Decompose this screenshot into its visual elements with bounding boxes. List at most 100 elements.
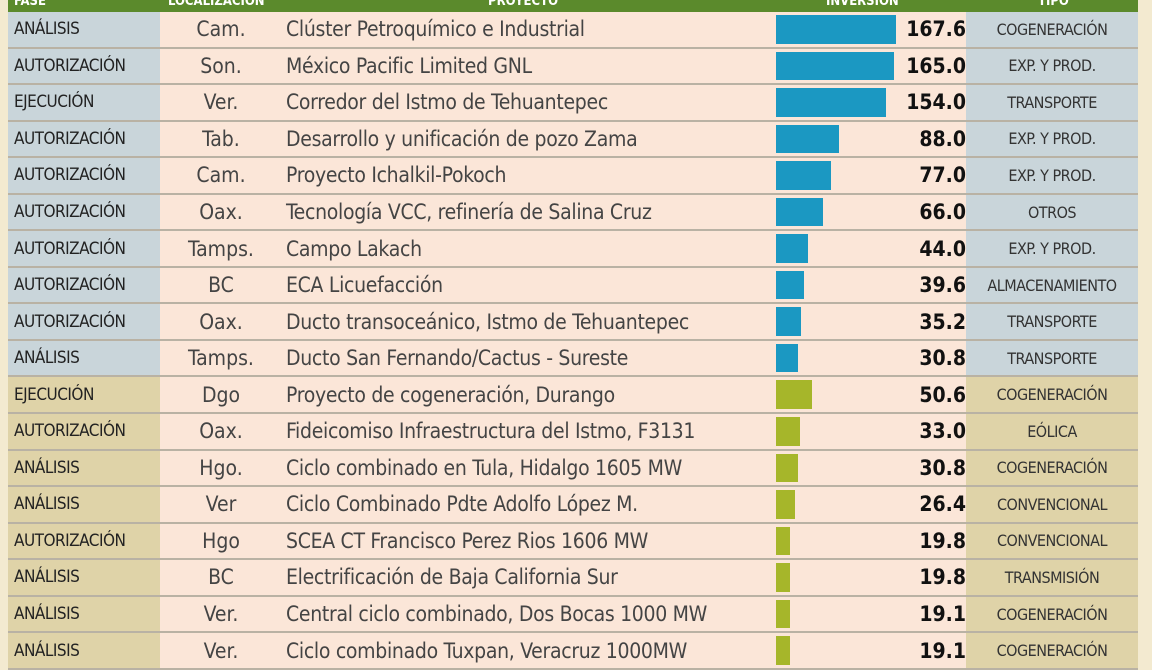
location-cell: Oax.: [199, 419, 243, 444]
table-row: ANÁLISIS Ver Ciclo Combinado Pdte Adolfo L…: [8, 487, 1138, 524]
investment-bar: [776, 526, 791, 556]
fase-cell: ANÁLISIS: [8, 340, 160, 376]
investment-bar: [776, 417, 800, 446]
investment-bar: [776, 563, 791, 592]
investment-bar: [776, 380, 813, 410]
investment-value: 33.0: [919, 419, 966, 444]
investment-value: 77.0: [919, 163, 966, 188]
project-cell: Campo Lakach: [286, 236, 422, 261]
bar-cell: [776, 158, 966, 193]
investment-value: 66.0: [919, 200, 966, 224]
fase-cell: AUTORIZACIÓN: [8, 48, 160, 84]
location-cell: Ver: [205, 492, 237, 517]
type-cell: CONVENCIONAL: [966, 523, 1138, 559]
type-cell: ALMACENAMIENTO: [966, 267, 1138, 303]
type-cell: EÓLICA: [966, 414, 1138, 449]
location-cell: Dgo: [201, 382, 241, 407]
location-cell: Tamps.: [188, 346, 254, 371]
type-cell: TRANSPORTE: [966, 340, 1138, 376]
location-cell: BC: [208, 273, 234, 298]
bar-cell: [776, 414, 966, 449]
investment-value: 88.0: [919, 126, 966, 151]
type-cell: EXP. Y PROD.: [966, 121, 1138, 157]
table-header: FASE LOCALIZACIÓN PROYECTO INVERSIÓN TIP…: [8, 0, 1138, 12]
investment-value: 35.2: [919, 309, 966, 334]
project-cell: ECA Licuefacción: [286, 273, 443, 298]
bar-cell: [776, 195, 966, 230]
table-row: ANÁLISIS Hgo. Ciclo combinado en Tula, Hid…: [8, 450, 1138, 488]
investment-bar: [776, 124, 839, 154]
header-localizacion: LOCALIZACIÓN: [168, 0, 265, 9]
project-cell: Proyecto Ichalkil-Pokoch: [286, 163, 507, 188]
type-cell: EXP. Y PROD.: [966, 231, 1138, 266]
table-row: ANÁLISIS Tamps. Ducto San Fernando/Cactus …: [8, 340, 1138, 378]
fase-cell: AUTORIZACIÓN: [8, 121, 160, 157]
project-cell: Ducto transoceánico, Istmo de Tehuantepe…: [286, 309, 689, 334]
table-row: AUTORIZACIÓN Tab. Desarrollo y unificación…: [8, 121, 1138, 159]
project-cell: Fideicomiso Infraestructura del Istmo, F…: [286, 419, 696, 444]
type-cell: TRANSMISIÓN: [966, 560, 1138, 595]
investment-bar: [776, 51, 895, 81]
bar-cell: [776, 560, 966, 595]
investment-bar: [776, 599, 790, 629]
bar-cell: [776, 451, 966, 486]
type-cell: COGENERACIÓN: [966, 633, 1138, 668]
investment-value: 19.8: [919, 528, 966, 553]
bar-cell: [776, 377, 966, 412]
table-row: AUTORIZACIÓN BC ECA Licuefacción 39.6 ALMACE…: [8, 267, 1138, 305]
table-row: ANÁLISIS Cam. Clúster Petroquímico e Indus…: [8, 12, 1138, 49]
table-row: ANÁLISIS Ver. Ciclo combinado Tuxpan, Vera…: [8, 633, 1138, 670]
investment-bar: [776, 453, 799, 483]
project-table: ANÁLISIS Cam. Clúster Petroquímico e Indus…: [8, 12, 1138, 670]
project-cell: Electrificación de Baja California Sur: [286, 565, 618, 590]
header-inversion: INVERSIÓN: [826, 0, 899, 9]
project-cell: Ciclo combinado Tuxpan, Veracruz 1000MW: [286, 638, 688, 663]
investment-value: 165.0: [906, 53, 966, 78]
investment-value: 26.4: [919, 492, 966, 517]
location-cell: Ver.: [203, 602, 239, 627]
fase-cell: AUTORIZACIÓN: [8, 414, 160, 449]
investment-bar: [776, 88, 887, 117]
bar-cell: [776, 524, 966, 559]
table-row: ANÁLISIS Ver. Central ciclo combinado, Dos…: [8, 596, 1138, 634]
bar-cell: [776, 12, 966, 47]
type-cell: EXP. Y PROD.: [966, 48, 1138, 84]
location-cell: Tab.: [202, 126, 240, 151]
fase-cell: ANÁLISIS: [8, 487, 160, 522]
location-cell: BC: [208, 565, 234, 590]
location-cell: Ver.: [203, 90, 239, 115]
investment-value: 30.8: [919, 346, 966, 371]
type-cell: TRANSPORTE: [966, 304, 1138, 339]
project-cell: Ciclo Combinado Pdte Adolfo López M.: [286, 492, 638, 517]
project-cell: Ciclo combinado en Tula, Hidalgo 1605 MW: [286, 455, 682, 480]
fase-cell: AUTORIZACIÓN: [8, 231, 160, 266]
header-fase: FASE: [14, 0, 46, 9]
investment-bar: [776, 490, 795, 519]
project-cell: Clúster Petroquímico e Industrial: [286, 17, 585, 42]
location-cell: Ver.: [203, 638, 239, 663]
fase-cell: ANÁLISIS: [8, 633, 160, 668]
type-cell: COGENERACIÓN: [966, 450, 1138, 486]
fase-cell: ANÁLISIS: [8, 596, 160, 632]
fase-cell: AUTORIZACIÓN: [8, 523, 160, 559]
table-row: EJECUCIÓN Dgo Proyecto de cogeneración, Du…: [8, 377, 1138, 415]
project-cell: Central ciclo combinado, Dos Bocas 1000 …: [286, 602, 708, 627]
bar-cell: [776, 85, 966, 120]
location-cell: Cam.: [196, 17, 246, 42]
table-row: AUTORIZACIÓN Hgo SCEA CT Francisco Perez R…: [8, 523, 1138, 561]
fase-cell: EJECUCIÓN: [8, 85, 160, 120]
investment-bar: [776, 307, 802, 336]
location-cell: Oax.: [199, 200, 243, 224]
investment-bar: [776, 270, 805, 300]
investment-value: 167.6: [906, 17, 966, 42]
investment-value: 44.0: [919, 236, 966, 261]
bar-cell: [776, 304, 966, 339]
fase-cell: ANÁLISIS: [8, 12, 160, 47]
investment-bar: [776, 343, 799, 373]
type-cell: OTROS: [966, 194, 1138, 230]
type-cell: TRANSPORTE: [966, 85, 1138, 120]
type-cell: COGENERACIÓN: [966, 377, 1138, 413]
table-row: ANÁLISIS BC Electrificación de Baja Califo…: [8, 560, 1138, 597]
investment-value: 154.0: [906, 90, 966, 115]
bar-cell: [776, 268, 966, 303]
